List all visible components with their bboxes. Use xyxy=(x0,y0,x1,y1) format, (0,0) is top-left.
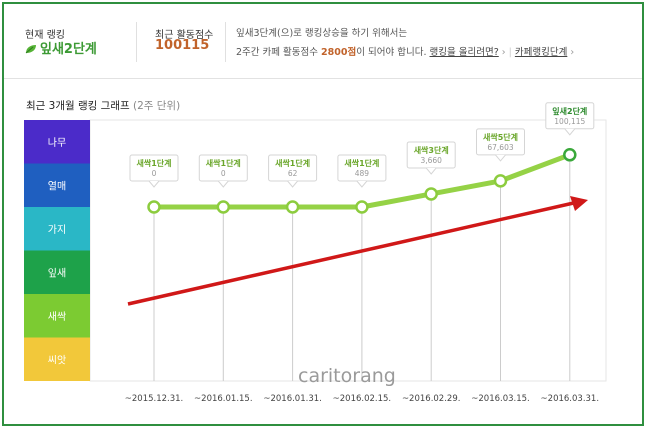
requirement-points: 2800점 xyxy=(321,47,357,58)
callout-pointer xyxy=(217,180,229,188)
point-score-label: 0 xyxy=(152,169,157,178)
point-stage-label: 잎새2단계 xyxy=(552,106,587,116)
data-point xyxy=(285,200,300,214)
point-score-label: 62 xyxy=(288,169,298,178)
callout-pointer xyxy=(356,180,368,188)
point-score-label: 67,603 xyxy=(487,143,513,152)
level-label: 나무 xyxy=(48,137,66,149)
section-title-text: 최근 3개월 랭킹 그래프 xyxy=(26,100,130,112)
data-point xyxy=(216,200,231,214)
ranking-panel: 현재 랭킹 잎새2단계 최근 활동점수 100115 잎새3단계(으)로 랭킹상… xyxy=(2,2,644,426)
x-tick-label: ~2016.02.15. xyxy=(333,394,392,404)
x-tick-label: ~2016.03.31. xyxy=(541,394,600,404)
level-label: 가지 xyxy=(48,224,66,236)
requirement-suffix: 이 되어야 합니다. xyxy=(356,47,427,58)
point-stage-label: 새싹5단계 xyxy=(483,132,518,142)
cafe-ranking-link[interactable]: 카페랭킹단계 xyxy=(514,47,568,58)
raise-rank-link[interactable]: 랭킹을 올리려면? xyxy=(429,47,499,58)
point-stage-label: 새싹1단계 xyxy=(275,158,310,168)
point-score-label: 0 xyxy=(221,169,226,178)
x-tick-label: ~2015.12.31. xyxy=(125,394,184,404)
level-band xyxy=(24,294,90,338)
current-rank-value: 잎새2단계 xyxy=(40,42,97,57)
x-tick-label: ~2016.03.15. xyxy=(471,394,530,404)
divider xyxy=(225,22,226,62)
point-score-label: 100,115 xyxy=(554,117,585,126)
level-band xyxy=(24,163,90,207)
data-point xyxy=(355,200,369,214)
point-stage-label: 새싹1단계 xyxy=(206,158,241,168)
x-tick-label: ~2016.02.29. xyxy=(402,394,461,404)
level-band xyxy=(24,250,90,294)
callout-pointer xyxy=(425,167,437,175)
level-label: 씨앗 xyxy=(48,354,66,366)
callout-pointer xyxy=(148,180,160,188)
point-score-label: 489 xyxy=(355,169,370,178)
score-label: 최근 활동점수 xyxy=(155,30,214,41)
x-tick-label: ~2016.01.31. xyxy=(263,394,322,404)
point-stage-label: 새싹1단계 xyxy=(344,158,379,168)
point-stage-label: 새싹3단계 xyxy=(414,145,449,155)
section-subtitle: (2주 단위) xyxy=(132,100,181,112)
current-rank: 잎새2단계 xyxy=(25,38,97,57)
watermark: caritorang xyxy=(298,365,396,387)
level-label: 새싹 xyxy=(48,311,66,323)
level-label: 잎새 xyxy=(48,267,66,279)
callout-pointer xyxy=(495,154,506,162)
score-value: 100115 xyxy=(155,38,210,53)
data-point xyxy=(147,200,161,214)
rank-up-description: 잎새3단계(으)로 랭킹상승을 하기 위해서는 xyxy=(236,28,408,39)
current-rank-label: 현재 랭킹 xyxy=(25,30,65,41)
point-score-label: 3,660 xyxy=(420,156,442,165)
summary-bar: 현재 랭킹 잎새2단계 최근 활동점수 100115 잎새3단계(으)로 랭킹상… xyxy=(4,4,642,79)
level-band xyxy=(24,120,90,164)
callout-pointer xyxy=(564,128,576,136)
trend-arrow-head xyxy=(570,196,588,211)
section-title: 최근 3개월 랭킹 그래프 (2주 단위) xyxy=(26,98,180,113)
trend-arrow xyxy=(127,200,579,306)
callout-pointer xyxy=(287,180,298,188)
divider xyxy=(136,22,137,62)
data-point xyxy=(424,187,438,201)
point-stage-label: 새싹1단계 xyxy=(136,158,171,168)
rank-up-requirement: 2주간 카페 활동점수 2800점이 되어야 합니다. 랭킹을 올리려면? › … xyxy=(236,47,575,58)
data-point xyxy=(563,148,577,162)
data-point xyxy=(493,174,508,188)
x-tick-label: ~2016.01.15. xyxy=(194,394,253,404)
level-band xyxy=(24,207,90,251)
requirement-prefix: 2주간 카페 활동점수 xyxy=(236,47,319,58)
level-band xyxy=(24,337,90,381)
leaf-icon xyxy=(25,45,36,54)
level-label: 열매 xyxy=(48,180,66,192)
